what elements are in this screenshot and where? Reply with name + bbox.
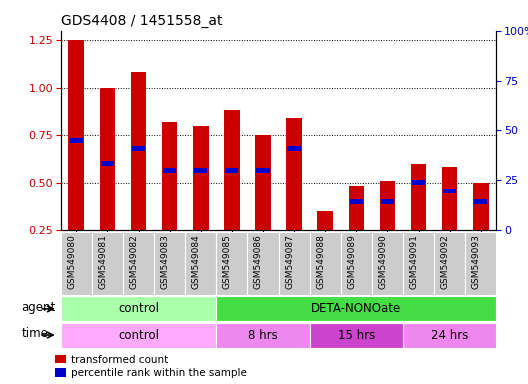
Text: GSM549087: GSM549087 <box>285 234 294 289</box>
Bar <box>403 232 434 295</box>
Bar <box>185 232 216 295</box>
Bar <box>194 168 208 172</box>
Bar <box>248 232 279 295</box>
Bar <box>163 168 176 172</box>
Bar <box>279 232 309 295</box>
Text: GSM549083: GSM549083 <box>161 234 169 289</box>
Bar <box>193 126 209 278</box>
Text: control: control <box>118 329 159 341</box>
Text: GSM549088: GSM549088 <box>316 234 325 289</box>
Bar <box>317 211 333 278</box>
Bar <box>380 180 395 278</box>
Bar <box>286 118 302 278</box>
Bar <box>61 232 92 295</box>
Bar <box>162 122 177 278</box>
Bar <box>403 323 496 348</box>
Bar <box>287 146 300 151</box>
Bar <box>132 146 145 151</box>
Text: GSM549091: GSM549091 <box>410 234 419 289</box>
Bar <box>69 40 84 278</box>
Bar <box>61 296 216 321</box>
Bar <box>348 186 364 278</box>
Bar <box>216 323 309 348</box>
Text: DETA-NONOate: DETA-NONOate <box>311 303 401 315</box>
Text: GSM549080: GSM549080 <box>67 234 76 289</box>
Text: GDS4408 / 1451558_at: GDS4408 / 1451558_at <box>61 14 222 28</box>
Text: 15 hrs: 15 hrs <box>338 329 375 341</box>
Bar <box>255 135 271 278</box>
Text: GSM549086: GSM549086 <box>254 234 263 289</box>
Text: GSM549092: GSM549092 <box>441 234 450 289</box>
Text: 8 hrs: 8 hrs <box>248 329 278 341</box>
Bar <box>123 232 154 295</box>
Bar <box>434 232 465 295</box>
Bar <box>442 167 457 278</box>
Text: GSM549081: GSM549081 <box>98 234 107 289</box>
Text: 24 hrs: 24 hrs <box>431 329 468 341</box>
Text: GSM549085: GSM549085 <box>223 234 232 289</box>
Text: GSM549082: GSM549082 <box>129 234 138 289</box>
Text: GSM549084: GSM549084 <box>192 234 201 289</box>
Bar <box>61 323 216 348</box>
Bar <box>474 199 487 204</box>
Bar <box>101 161 114 166</box>
Bar <box>154 232 185 295</box>
Bar <box>381 199 394 204</box>
Bar <box>216 232 248 295</box>
Bar <box>350 199 363 204</box>
Text: GSM549093: GSM549093 <box>472 234 481 289</box>
Text: time: time <box>21 327 48 340</box>
Text: GSM549089: GSM549089 <box>347 234 356 289</box>
Text: agent: agent <box>21 301 55 314</box>
Bar <box>473 182 488 278</box>
Bar <box>443 189 456 194</box>
Bar <box>216 296 496 321</box>
Bar <box>411 164 426 278</box>
Bar <box>131 73 146 278</box>
Bar <box>465 232 496 295</box>
Text: control: control <box>118 303 159 315</box>
Bar <box>70 139 83 143</box>
Bar <box>309 232 341 295</box>
Bar <box>309 323 403 348</box>
Bar <box>257 168 270 172</box>
Bar <box>224 111 240 278</box>
Bar <box>412 180 425 185</box>
Bar <box>341 232 372 295</box>
Bar <box>100 88 115 278</box>
Bar <box>92 232 123 295</box>
Legend: transformed count, percentile rank within the sample: transformed count, percentile rank withi… <box>55 355 247 378</box>
Bar <box>372 232 403 295</box>
Text: GSM549090: GSM549090 <box>379 234 388 289</box>
Bar <box>225 168 239 172</box>
